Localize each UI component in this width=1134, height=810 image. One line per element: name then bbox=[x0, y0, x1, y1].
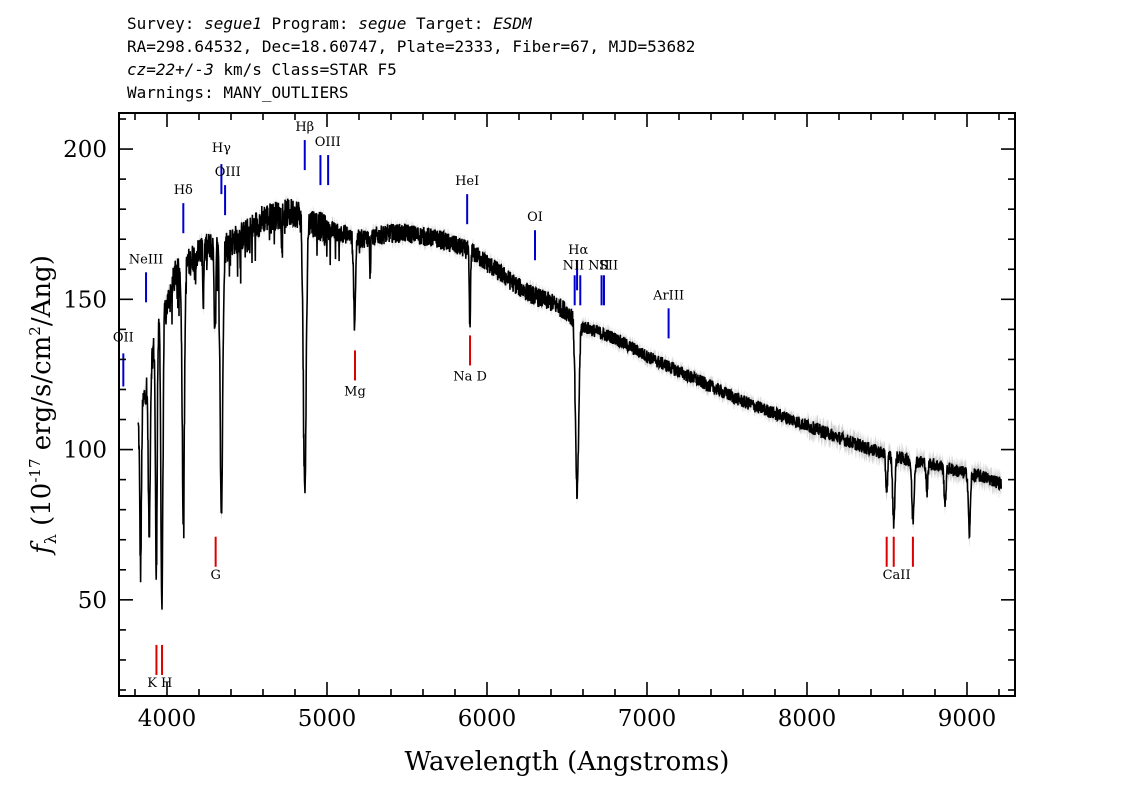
spectral-line-markers bbox=[122, 140, 914, 675]
y-axis-title: fλ (10-17 erg/s/cm2/Ang) bbox=[26, 255, 60, 556]
line-label-kh: K H bbox=[147, 676, 172, 691]
line-label-hbeta: Hβ bbox=[295, 120, 314, 135]
line-label-halpha: Hα bbox=[568, 243, 588, 258]
line-label-g: G bbox=[210, 568, 220, 583]
line-label-caii: CaII bbox=[883, 568, 911, 583]
x-tick-label: 8000 bbox=[778, 706, 837, 732]
x-tick-label: 4000 bbox=[138, 706, 197, 732]
line-label-oii: OII bbox=[113, 330, 134, 345]
header-survey-line: Survey: segue1 Program: segue Target: ES… bbox=[127, 12, 695, 35]
y-tick-label: 50 bbox=[78, 588, 107, 614]
x-tick-label: 6000 bbox=[458, 706, 517, 732]
line-label-nii_b: NII bbox=[588, 258, 610, 273]
line-label-ariii: ArIII bbox=[652, 288, 684, 303]
line-label-nad: Na D bbox=[453, 369, 487, 384]
plot-frame bbox=[118, 112, 1016, 697]
line-label-nii_a: NII bbox=[563, 258, 585, 273]
header-coordinates-line: RA=298.64532, Dec=18.60747, Plate=2333, … bbox=[127, 37, 696, 56]
line-label-mg: Mg bbox=[344, 384, 366, 399]
spectrum-layer bbox=[137, 192, 1002, 616]
x-axis-title: Wavelength (Angstroms) bbox=[405, 747, 730, 777]
header-warnings-line: Warnings: MANY_OUTLIERS bbox=[127, 83, 349, 102]
y-tick-label: 100 bbox=[63, 438, 107, 464]
x-tick-label: 9000 bbox=[938, 706, 997, 732]
axis-ticks: 4000 5000 6000 7000 8000 9000 50 100 150 200 bbox=[63, 113, 1015, 732]
y-tick-label: 150 bbox=[63, 287, 107, 313]
x-tick-label: 7000 bbox=[618, 706, 677, 732]
line-label-sii: SII bbox=[599, 258, 618, 273]
spectrum-header: Survey: segue1 Program: segue Target: ES… bbox=[127, 12, 695, 104]
line-label-hdelta: Hδ bbox=[174, 183, 193, 198]
line-labels: OIINeIIIHδHγOIIIHβOIIIHeIOINIIHαNIISIIAr… bbox=[113, 120, 911, 691]
header-survey: Survey: segue1 Program: segue Target: ES… bbox=[127, 14, 532, 33]
y-tick-label: 200 bbox=[63, 137, 107, 163]
line-label-oi: OI bbox=[527, 210, 543, 225]
spectrum-line bbox=[137, 198, 1002, 610]
line-label-oiii_b: OIII bbox=[315, 135, 341, 150]
x-tick-label: 5000 bbox=[298, 706, 357, 732]
line-label-neiii: NeIII bbox=[129, 252, 163, 267]
line-label-oiii_a: OIII bbox=[215, 165, 241, 180]
line-label-hei: HeI bbox=[455, 174, 479, 189]
header-redshift-line: cz=22+/-3 km/s Class=STAR F5 bbox=[127, 60, 397, 79]
line-label-hgamma: Hγ bbox=[212, 141, 231, 156]
